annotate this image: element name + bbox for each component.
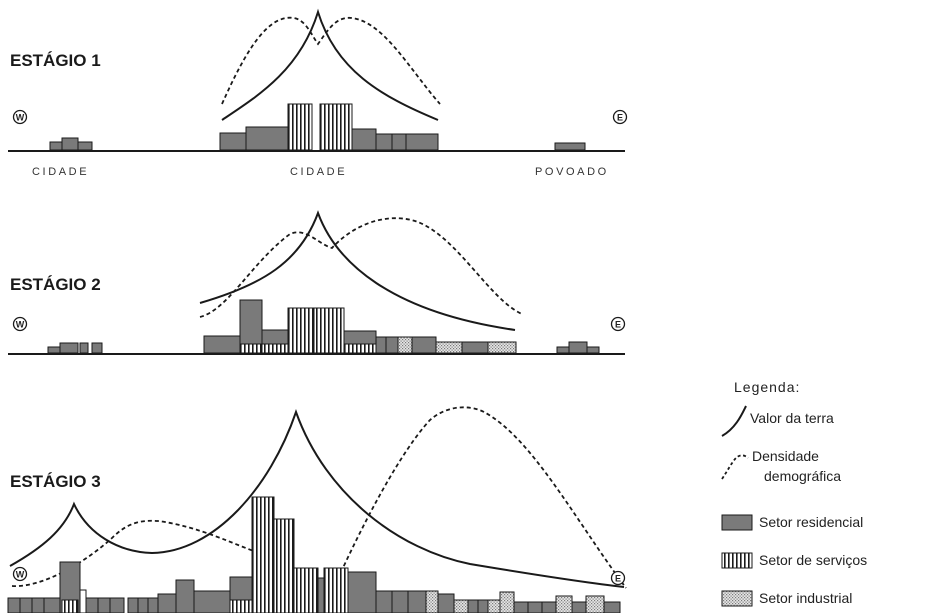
stage-1: ESTÁGIO 1 W E CIDADE CIDAD [8, 8, 628, 178]
stage-3-west-compass: W [12, 566, 28, 582]
legend-residential-label: Setor residencial [759, 514, 863, 530]
legend-land-value-line-icon [721, 405, 747, 437]
stage-2-buildings [47, 299, 600, 354]
east-label: E [615, 320, 621, 330]
stage-1-density-curve [221, 16, 441, 105]
legend-title: Legenda: [734, 379, 800, 395]
stage-3: ESTÁGIO 3 W E [7, 406, 627, 613]
west-label: W [16, 320, 25, 330]
stage-3-title: ESTÁGIO 3 [10, 472, 101, 491]
stage-1-east-compass: E [612, 109, 628, 125]
stage-1-buildings [49, 103, 586, 151]
legend-industrial-swatch [721, 590, 753, 607]
west-label: W [16, 570, 25, 580]
stage-3-land-value-curve [9, 408, 625, 588]
legend-density-label-line2: demográfica [764, 468, 841, 484]
place-label-west-city: CIDADE [32, 166, 89, 178]
stage-2-density-curve [199, 217, 523, 318]
stage-2: ESTÁGIO 2 W E [8, 210, 626, 355]
stage-2-title: ESTÁGIO 2 [10, 275, 101, 294]
legend-residential-swatch [721, 514, 753, 531]
stage-2-land-value-curve [199, 210, 516, 331]
legend-density-label-line1: Densidade [752, 448, 819, 464]
legend-land-value-label: Valor da terra [750, 410, 834, 426]
stage-3-buildings [7, 496, 621, 613]
stage-1-land-value-curve [221, 8, 439, 121]
legend-industrial-label: Setor industrial [759, 590, 852, 606]
legend-services-swatch [721, 552, 753, 569]
west-label: W [16, 113, 25, 123]
stage-3-east-compass: E [610, 570, 626, 586]
east-label: E [617, 113, 623, 123]
stage-1-title: ESTÁGIO 1 [10, 51, 101, 70]
stage-2-east-compass: E [610, 316, 626, 332]
legend: Legenda: Valor da terra Densidade demogr… [721, 379, 867, 607]
place-label-village: POVOADO [535, 166, 609, 178]
place-label-central-city: CIDADE [290, 166, 347, 178]
stage-1-west-compass: W [12, 109, 28, 125]
legend-density-line-icon [721, 454, 749, 480]
stage-2-west-compass: W [12, 316, 28, 332]
legend-services-label: Setor de serviços [759, 552, 867, 568]
east-label: E [615, 574, 621, 584]
